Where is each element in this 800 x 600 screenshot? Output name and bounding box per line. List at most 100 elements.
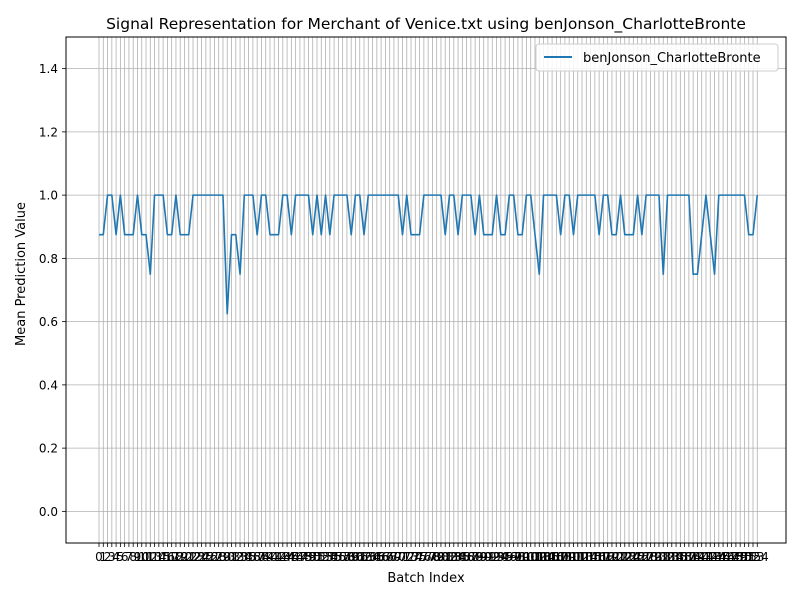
x-tick-label: 77 — [420, 550, 435, 564]
x-tick-label: 119 — [596, 550, 619, 564]
x-tick-label: 153 — [742, 550, 765, 564]
series-line — [99, 194, 759, 315]
x-tick-label: 91 — [480, 550, 495, 564]
x-tick-label: 2 — [104, 550, 112, 564]
x-tick-label: 62 — [356, 550, 371, 564]
x-tick-label: 42 — [271, 550, 286, 564]
y-axis-ticks: 0.0 0.2 0.4 0.6 0.8 1.0 1.2 1.4 — [39, 62, 66, 519]
x-tick-label: 98 — [510, 550, 525, 564]
x-tick-label: 1 — [99, 550, 107, 564]
x-tick-label: 146 — [712, 550, 735, 564]
x-tick-label: 23 — [190, 550, 205, 564]
x-tick-label: 39 — [258, 550, 273, 564]
x-tick-label: 85 — [455, 550, 470, 564]
x-tick-label: 140 — [686, 550, 709, 564]
x-tick-label: 88 — [468, 550, 483, 564]
x-tick-label: 120 — [600, 550, 623, 564]
x-tick-label: 55 — [326, 550, 341, 564]
x-tick-label: 71 — [395, 550, 410, 564]
x-tick-label: 21 — [181, 550, 196, 564]
x-tick-label: 86 — [459, 550, 474, 564]
x-tick-label: 135 — [665, 550, 688, 564]
x-tick-label: 49 — [301, 550, 316, 564]
x-tick-label: 101 — [519, 550, 542, 564]
x-tick-label: 107 — [545, 550, 568, 564]
x-tick-label: 5 — [117, 550, 125, 564]
plot-area-frame — [65, 36, 787, 544]
x-tick-label: 129 — [639, 550, 662, 564]
x-tick-label: 144 — [703, 550, 726, 564]
x-tick-label: 154 — [746, 550, 769, 564]
x-tick-label: 78 — [425, 550, 440, 564]
x-tick-label: 83 — [446, 550, 461, 564]
x-tick-label: 38 — [254, 550, 269, 564]
x-tick-label: 46 — [288, 550, 303, 564]
x-tick-label: 59 — [344, 550, 359, 564]
x-tick-label: 72 — [399, 550, 414, 564]
x-tick-label: 89 — [472, 550, 487, 564]
x-tick-label: 73 — [403, 550, 418, 564]
x-tick-label: 52 — [314, 550, 329, 564]
x-tick-label: 40 — [262, 550, 277, 564]
x-tick-label: 32 — [228, 550, 243, 564]
y-tick-label: 0.2 — [39, 442, 58, 456]
x-tick-label: 43 — [275, 550, 290, 564]
x-tick-label: 99 — [515, 550, 530, 564]
x-tick-label: 66 — [373, 550, 388, 564]
x-tick-label: 117 — [588, 550, 611, 564]
x-tick-label: 16 — [160, 550, 175, 564]
x-tick-label: 121 — [605, 550, 628, 564]
x-tick-label: 4 — [112, 550, 120, 564]
x-tick-label: 44 — [279, 550, 294, 564]
x-tick-label: 131 — [648, 550, 671, 564]
x-tick-label: 6 — [121, 550, 129, 564]
x-tick-label: 37 — [250, 550, 265, 564]
x-tick-label: 81 — [438, 550, 453, 564]
x-tick-label: 105 — [536, 550, 559, 564]
x-tick-label: 17 — [164, 550, 179, 564]
x-tick-label: 51 — [309, 550, 324, 564]
x-tick-label: 36 — [245, 550, 260, 564]
x-tick-label: 143 — [699, 550, 722, 564]
x-tick-label: 93 — [489, 550, 504, 564]
y-tick-label: 1.0 — [39, 189, 58, 203]
x-tick-label: 13 — [147, 550, 162, 564]
x-tick-label: 96 — [502, 550, 517, 564]
x-tick-label: 54 — [322, 550, 337, 564]
x-tick-label: 130 — [643, 550, 666, 564]
y-tick-label: 1.4 — [39, 62, 58, 76]
x-tick-label: 57 — [335, 550, 350, 564]
x-tick-label: 9 — [134, 550, 142, 564]
x-tick-label: 124 — [618, 550, 641, 564]
y-tick-label: 0.6 — [39, 315, 58, 329]
x-tick-label: 61 — [352, 550, 367, 564]
x-tick-label: 75 — [412, 550, 427, 564]
x-tick-label: 111 — [562, 550, 585, 564]
x-axis-label: Batch Index — [387, 571, 465, 586]
y-tick-label: 1.2 — [39, 125, 58, 139]
x-tick-label: 19 — [173, 550, 188, 564]
x-tick-label: 127 — [630, 550, 653, 564]
x-tick-label: 15 — [155, 550, 170, 564]
x-tick-label: 103 — [528, 550, 551, 564]
x-tick-label: 142 — [695, 550, 718, 564]
x-tick-label: 112 — [566, 550, 589, 564]
x-tick-label: 128 — [635, 550, 658, 564]
x-tick-label: 114 — [575, 550, 598, 564]
x-tick-label: 116 — [583, 550, 606, 564]
x-tick-label: 150 — [729, 550, 752, 564]
x-tick-label: 133 — [656, 550, 679, 564]
x-tick-label: 122 — [609, 550, 632, 564]
x-tick-label: 69 — [386, 550, 401, 564]
x-tick-label: 47 — [292, 550, 307, 564]
x-tick-label: 95 — [497, 550, 512, 564]
x-tick-label: 115 — [579, 550, 602, 564]
y-tick-label: 0.4 — [39, 378, 58, 392]
x-tick-label: 151 — [733, 550, 756, 564]
x-tick-label: 145 — [707, 550, 730, 564]
x-tick-label: 97 — [506, 550, 521, 564]
x-tick-label: 24 — [194, 550, 209, 564]
x-tick-label: 149 — [724, 550, 747, 564]
legend-label: benJonson_CharlotteBronte — [583, 51, 761, 66]
x-tick-label: 100 — [515, 550, 538, 564]
